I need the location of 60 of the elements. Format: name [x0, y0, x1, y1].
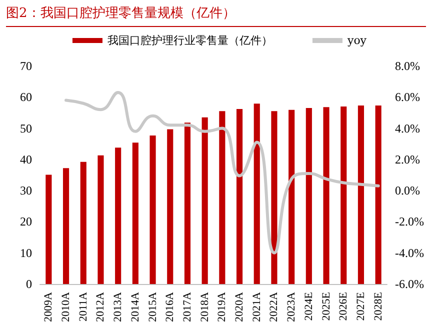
bar: [375, 106, 382, 284]
bar: [219, 111, 226, 284]
x-tick-label: 2017A: [181, 292, 194, 322]
y-tick-label: 50: [20, 121, 32, 136]
bar: [80, 162, 86, 284]
x-tick-label: 2010A: [60, 292, 72, 322]
x-tick-label: 2026E: [338, 292, 350, 321]
bar: [358, 106, 364, 284]
bar: [167, 129, 174, 284]
bar: [271, 111, 278, 284]
bar: [132, 142, 138, 284]
y-tick-label: 30: [20, 184, 32, 198]
y2-tick-label: 8.0%: [395, 59, 420, 73]
y-tick-label: 70: [20, 59, 32, 73]
bar: [288, 110, 295, 284]
bar: [340, 106, 347, 284]
y-tick-label: 60: [20, 90, 32, 104]
y-tick-label: 0: [26, 277, 32, 291]
x-tick-label: 2012A: [94, 292, 107, 322]
bar: [46, 174, 52, 284]
bar: [62, 168, 70, 284]
x-tick-label: 2020A: [234, 292, 246, 322]
x-tick-label: 2021A: [250, 292, 263, 322]
y2-tick-label: 0.0%: [395, 184, 420, 198]
bar: [323, 107, 330, 284]
y-tick-label: 10: [20, 246, 32, 260]
bar: [150, 135, 156, 284]
x-tick-label: 2027E: [354, 292, 367, 321]
x-tick-label: 2025E: [320, 292, 332, 321]
x-tick-label: 2014A: [129, 292, 142, 322]
x-tick-label: 2024E: [302, 292, 315, 321]
x-tick-label: 2009A: [42, 292, 55, 322]
y-tick-label: 40: [20, 152, 32, 166]
x-tick-label: 2019A: [216, 292, 228, 322]
x-tick-label: 2018A: [198, 292, 211, 322]
bar: [98, 155, 104, 284]
y2-tick-label: -2.0%: [395, 214, 424, 229]
bar: [184, 122, 191, 284]
chart-title: 图2：我国口腔护理零售量规模（亿件）: [6, 4, 426, 27]
x-tick-label: 2022A: [268, 292, 280, 322]
x-tick-label: 2011A: [77, 292, 90, 322]
bar: [202, 117, 208, 284]
legend-label: yoy: [346, 34, 368, 47]
bar: [254, 104, 260, 284]
legend-label: 我国口腔护理行业零售量（亿件）: [107, 34, 272, 47]
line-series: [64, 90, 380, 254]
y-tick-label: 20: [20, 214, 32, 229]
x-tick-label: 2013A: [112, 292, 124, 322]
x-tick-label: 2028E: [372, 292, 384, 321]
x-tick-label: 2023A: [286, 292, 298, 322]
bar: [115, 148, 122, 284]
y2-tick-label: 6.0%: [395, 90, 420, 104]
x-tick-label: 2016A: [164, 292, 176, 322]
y2-tick-label: 2.0%: [395, 152, 420, 166]
bar: [306, 108, 312, 284]
y2-tick-label: -4.0%: [395, 246, 424, 260]
y2-tick-label: 4.0%: [395, 121, 420, 136]
y2-tick-label: -6.0%: [395, 277, 424, 291]
x-tick-label: 2015A: [146, 292, 159, 322]
bar: [236, 108, 243, 284]
